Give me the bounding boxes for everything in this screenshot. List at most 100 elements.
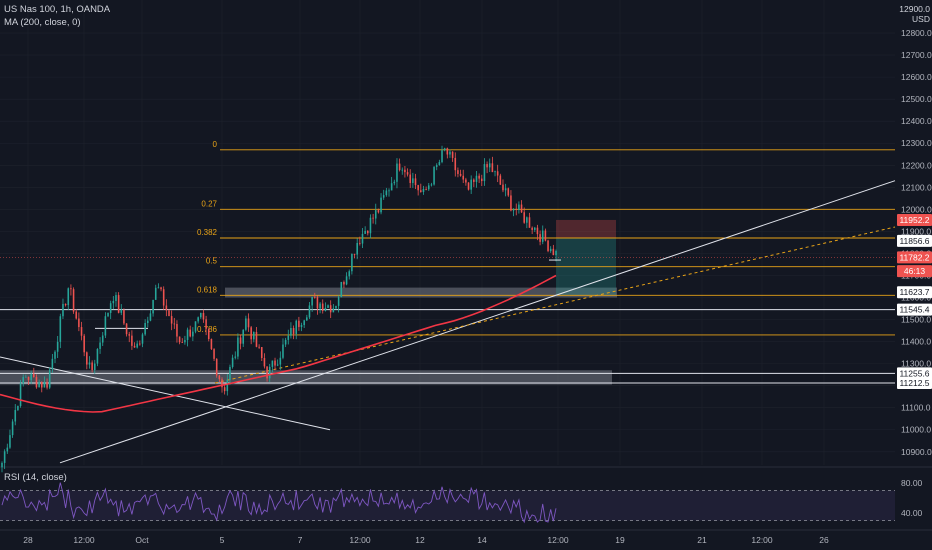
candle-body bbox=[38, 382, 40, 388]
candle-body bbox=[247, 318, 250, 328]
symbol-legend[interactable]: US Nas 100, 1h, OANDA bbox=[4, 4, 111, 15]
candle-body bbox=[364, 230, 366, 234]
trend-lines[interactable] bbox=[0, 180, 896, 464]
candle-body bbox=[528, 217, 531, 228]
price-label-text: 46:13 bbox=[904, 266, 926, 276]
candle-body bbox=[72, 289, 75, 312]
candle-body bbox=[263, 358, 266, 367]
rsi-legend[interactable]: RSI (14, close) bbox=[4, 472, 67, 483]
price-label-text: 11255.6 bbox=[899, 368, 929, 378]
candle-body bbox=[480, 178, 483, 182]
candle-body bbox=[99, 342, 101, 349]
candle-body bbox=[242, 329, 245, 344]
candle-body bbox=[398, 163, 401, 171]
candle-body bbox=[319, 303, 321, 309]
candle-body bbox=[507, 188, 510, 196]
candle-body bbox=[258, 346, 260, 348]
candle-body bbox=[457, 170, 459, 174]
horizontal-lines[interactable] bbox=[0, 257, 895, 384]
candle-body bbox=[186, 329, 189, 341]
candle-body bbox=[75, 311, 78, 319]
candle-body bbox=[335, 305, 337, 309]
candle-body bbox=[125, 323, 128, 335]
candle-body bbox=[176, 323, 178, 337]
candle-body bbox=[162, 289, 165, 306]
time-tick-label: 12:00 bbox=[73, 535, 95, 545]
fibonacci-retracement[interactable]: 0 0.27 0.382 0.5 0.618 0.786 bbox=[197, 140, 895, 336]
candle-body bbox=[329, 305, 332, 313]
candle-body bbox=[112, 301, 115, 304]
fib-level-label: 0.5 bbox=[206, 257, 218, 266]
candle-body bbox=[388, 190, 390, 192]
candle-body bbox=[192, 331, 194, 337]
candle-body bbox=[483, 164, 486, 182]
candle-body bbox=[205, 319, 207, 329]
candle-body bbox=[549, 248, 552, 252]
candle-body bbox=[88, 362, 91, 365]
candle-body bbox=[404, 169, 406, 173]
candle-body bbox=[496, 171, 499, 176]
candle-body bbox=[420, 190, 422, 192]
candle-body bbox=[340, 281, 343, 298]
candle-body bbox=[451, 151, 454, 158]
price-tick-label: 11400.0 bbox=[901, 337, 931, 347]
candle-body bbox=[173, 323, 176, 325]
candle-body bbox=[306, 317, 308, 321]
dashed-trendline bbox=[214, 226, 896, 384]
price-label-text: 11545.4 bbox=[899, 305, 929, 315]
candle-body bbox=[86, 352, 88, 365]
candle-body bbox=[536, 227, 539, 235]
candle-body bbox=[213, 349, 215, 359]
candle-body bbox=[46, 382, 48, 388]
fib-level-label: 0.382 bbox=[197, 228, 218, 237]
price-axis-labels: 11952.2 11856.6 11782.2 46:13 11623.7 11545.4… bbox=[897, 213, 932, 390]
candle-body bbox=[48, 369, 51, 388]
top-price-label: 12900.0 bbox=[899, 4, 930, 14]
rsi-band bbox=[0, 490, 895, 521]
currency-label: 12900.0 USD bbox=[899, 4, 930, 24]
fib-level-label: 0.618 bbox=[197, 285, 218, 294]
time-tick-label: 12:00 bbox=[547, 535, 569, 545]
candle-body bbox=[454, 157, 457, 171]
candle-body bbox=[526, 217, 528, 223]
price-tick-label: 12200.0 bbox=[901, 160, 932, 170]
candle-body bbox=[104, 316, 107, 336]
candle-body bbox=[282, 344, 284, 358]
ascending-trendline bbox=[59, 180, 896, 464]
price-tick-label: 12100.0 bbox=[901, 182, 932, 192]
time-axis[interactable]: 28 12:00 Oct 5 7 12:00 12 14 12:00 19 21 12:00 26 bbox=[23, 535, 829, 545]
candle-body bbox=[308, 305, 311, 318]
candle-body bbox=[178, 336, 181, 343]
candle-body bbox=[300, 325, 303, 327]
price-label-text: 11856.6 bbox=[899, 236, 929, 246]
candle-body bbox=[377, 210, 380, 213]
candle-body bbox=[17, 406, 19, 410]
candle-body bbox=[35, 377, 38, 388]
candle-body bbox=[255, 332, 258, 347]
candle-body bbox=[401, 169, 404, 171]
time-tick-label: 26 bbox=[819, 535, 829, 545]
price-label-text: 11623.7 bbox=[899, 287, 929, 297]
candle-body bbox=[139, 343, 141, 345]
candle-body bbox=[351, 253, 353, 272]
candle-body bbox=[462, 175, 465, 180]
candle-body bbox=[168, 310, 170, 317]
candle-body bbox=[467, 182, 470, 190]
candle-body bbox=[531, 227, 533, 230]
candle-body bbox=[345, 276, 348, 285]
ma-legend[interactable]: MA (200, close, 0) bbox=[4, 17, 81, 28]
time-tick-label: 12:00 bbox=[751, 535, 773, 545]
candle-body bbox=[518, 204, 520, 210]
candle-body bbox=[14, 409, 17, 422]
time-tick-label: 28 bbox=[23, 535, 33, 545]
price-tick-label: 12400.0 bbox=[901, 116, 932, 126]
candle-body bbox=[83, 335, 85, 353]
candle-body bbox=[396, 163, 398, 182]
rsi-pane bbox=[0, 482, 895, 524]
candle-body bbox=[406, 172, 409, 175]
candle-body bbox=[210, 339, 213, 350]
candle-body bbox=[520, 204, 523, 213]
candle-body bbox=[221, 379, 223, 388]
candle-body bbox=[385, 190, 388, 196]
